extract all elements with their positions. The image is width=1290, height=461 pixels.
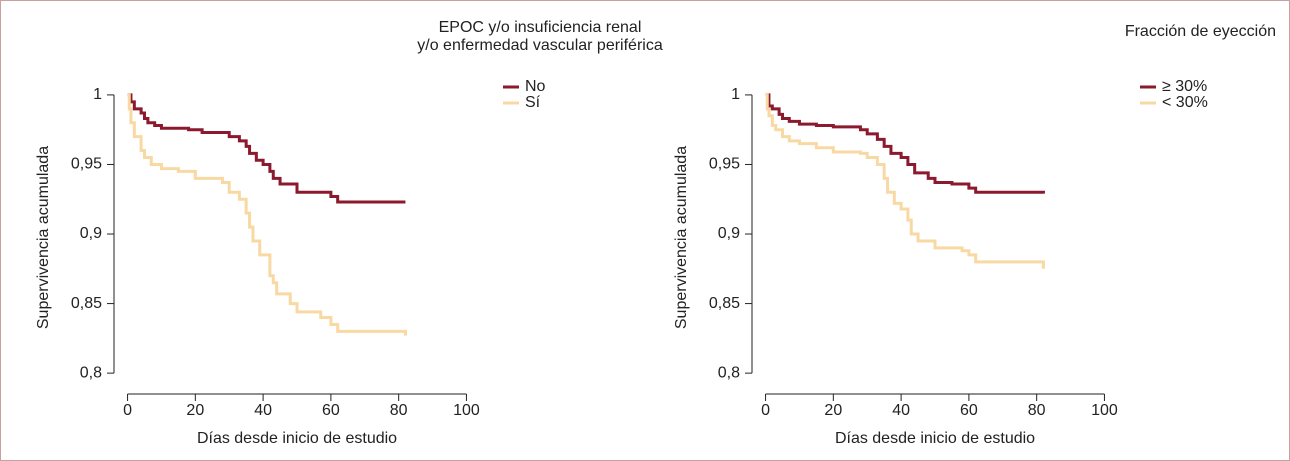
x-tick-label: 40	[254, 402, 272, 419]
x-tick-label: 20	[824, 402, 842, 419]
x-tick-label: 80	[390, 402, 408, 419]
x-tick-label: 20	[186, 402, 204, 419]
y-axis-label: Supervivencia acumulada	[673, 146, 690, 329]
survival-curve	[765, 93, 1045, 194]
y-tick-label: 0,95	[709, 156, 740, 173]
x-tick-label: 40	[892, 402, 910, 419]
y-tick-label: 0,9	[718, 225, 740, 242]
y-tick-label: 0,8	[80, 364, 102, 381]
x-axis-label: Días desde inicio de estudio	[197, 430, 397, 447]
chart-title: EPOC y/o insuficiencia renal y/o enfermed…	[417, 19, 663, 54]
survival-curve	[765, 93, 1045, 269]
y-tick-label: 0,85	[709, 295, 740, 312]
y-tick-label: 1	[93, 86, 102, 103]
y-tick-label: 0,8	[718, 364, 740, 381]
y-tick-label: 0,9	[80, 225, 102, 242]
legend-label: Sí	[525, 94, 541, 111]
x-tick-label: 100	[453, 402, 480, 419]
x-axis-label: Días desde inicio de estudio	[835, 430, 1035, 447]
legend-label: No	[525, 78, 546, 95]
x-tick-label: 0	[761, 402, 770, 419]
x-tick-label: 100	[1091, 402, 1118, 419]
y-tick-label: 1	[731, 86, 740, 103]
x-tick-label: 0	[123, 402, 132, 419]
chart-title: Fracción de eyección	[1125, 23, 1276, 40]
y-axis-label: Supervivencia acumulada	[35, 146, 52, 329]
survival-curve	[127, 93, 407, 336]
survival-curve	[127, 93, 406, 204]
y-tick-label: 0,85	[71, 295, 102, 312]
y-tick-label: 0,95	[71, 156, 102, 173]
x-tick-label: 60	[322, 402, 340, 419]
legend-label: < 30%	[1162, 94, 1208, 111]
x-tick-label: 60	[960, 402, 978, 419]
x-tick-label: 80	[1028, 402, 1046, 419]
legend-label: ≥ 30%	[1162, 78, 1207, 95]
